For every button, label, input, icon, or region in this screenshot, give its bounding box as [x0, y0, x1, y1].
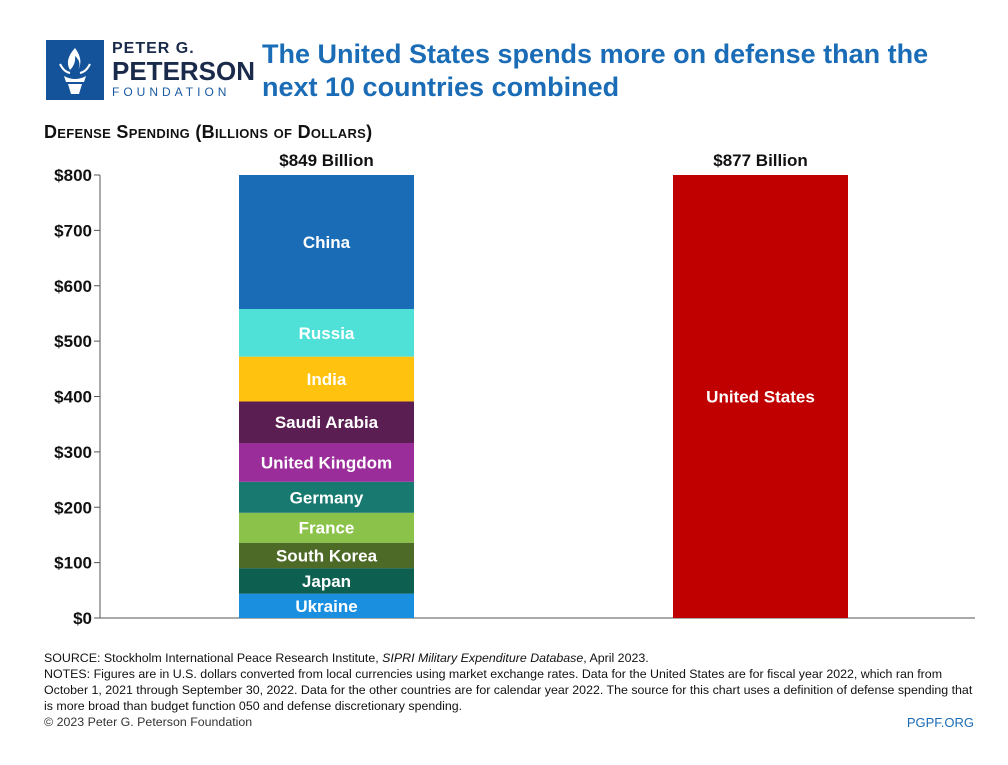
- segment-label-japan: Japan: [302, 572, 351, 591]
- y-tick-label: $200: [54, 498, 92, 517]
- defense-spending-chart: $0 $100 $200 $300 $400 $500 $600 $700 $800 Ukrain…: [54, 151, 975, 628]
- bar-total-label: $849 Billion: [279, 151, 373, 170]
- segment-label-france: France: [299, 519, 355, 538]
- bar-segment-saudi-arabia: [239, 401, 414, 444]
- source-title: SIPRI Military Expenditure Database: [382, 651, 584, 665]
- y-tick-label: $300: [54, 443, 92, 462]
- bar-segment-germany: [239, 481, 414, 513]
- logo-line-1: PETER G.: [112, 40, 195, 57]
- segment-label-india: India: [307, 370, 347, 389]
- footer-notes: SOURCE: Stockholm International Peace Re…: [44, 650, 974, 714]
- y-tick-label: $500: [54, 332, 92, 351]
- bar-segment-russia: [239, 309, 414, 357]
- y-tick-label: $0: [73, 609, 92, 628]
- torch-icon: [46, 40, 104, 100]
- logo-line-2: PETERSON: [112, 56, 256, 86]
- source-line: SOURCE: Stockholm International Peace Re…: [44, 650, 974, 666]
- segment-label-russia: Russia: [299, 324, 355, 343]
- copyright: © 2023 Peter G. Peterson Foundation: [44, 715, 253, 729]
- segment-label-south-korea: South Korea: [276, 546, 378, 565]
- bar-segment-france: [239, 512, 414, 543]
- page-title: The United States spends more on defense…: [262, 39, 929, 102]
- segment-label-united-kingdom: United Kingdom: [261, 453, 392, 472]
- source-suffix: , April 2023.: [583, 651, 649, 665]
- site-link[interactable]: PGPF.ORG: [906, 715, 974, 730]
- y-tick-label: $800: [54, 166, 92, 185]
- segment-label-germany: Germany: [290, 488, 364, 507]
- source-prefix: SOURCE: Stockholm International Peace Re…: [44, 651, 383, 665]
- bar-segment-india: [239, 356, 414, 402]
- logo-wordmark: PETER G. PETERSON FOUNDATION: [112, 40, 282, 100]
- y-tick-label: $600: [54, 277, 92, 296]
- pgpf-logo: PETER G. PETERSON FOUNDATION: [46, 40, 255, 104]
- bar-segment-china: [239, 175, 414, 310]
- y-tick-label: $100: [54, 554, 92, 573]
- segment-label-ukraine: Ukraine: [295, 597, 357, 616]
- bar-total-label: $877 Billion: [713, 151, 807, 170]
- bar-segment-united-states: [673, 175, 848, 618]
- segment-label-china: China: [303, 233, 351, 252]
- notes-text: NOTES: Figures are in U.S. dollars conve…: [44, 667, 973, 713]
- segment-label-saudi-arabia: Saudi Arabia: [275, 413, 379, 432]
- bar-segment-south-korea: [239, 542, 414, 569]
- logo-line-3: FOUNDATION: [112, 85, 231, 99]
- y-tick-label: $700: [54, 221, 92, 240]
- y-tick-label: $400: [54, 388, 92, 407]
- bar-segment-japan: [239, 568, 414, 594]
- chart-title: Defense Spending (Billions of Dollars): [44, 122, 373, 142]
- bar-segment-ukraine: [239, 593, 414, 618]
- bar-segment-united-kingdom: [239, 443, 414, 482]
- segment-label-united-states: United States: [706, 388, 815, 407]
